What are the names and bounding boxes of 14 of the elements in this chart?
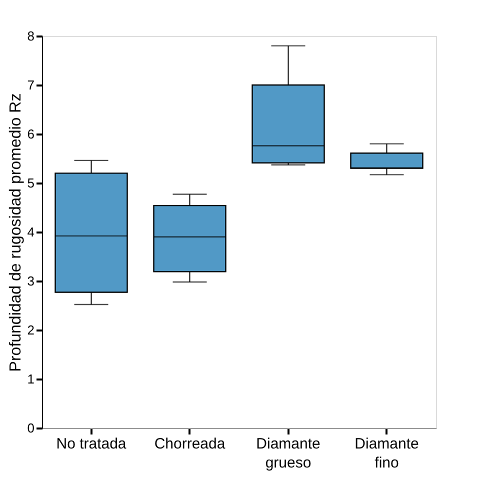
y-tick-label: 7 <box>27 78 34 92</box>
y-axis-title: Profundidad de rugosidad promedio Rz <box>7 93 24 372</box>
y-tick-label: 3 <box>27 274 34 288</box>
x-tick-label: Diamante grueso <box>256 436 320 472</box>
x-tick-label: Chorreada <box>154 436 226 452</box>
y-tick-label: 5 <box>27 176 34 190</box>
y-tick-label: 8 <box>27 28 34 44</box>
y-tick-label: 0 <box>27 420 34 436</box>
y-tick-label: 6 <box>27 126 34 142</box>
x-tick-label: No tratada <box>56 436 127 452</box>
x-tick-label: Diamante fino <box>354 436 419 472</box>
y-tick-label: 2 <box>27 322 34 338</box>
y-tick-label: 4 <box>27 224 34 240</box>
y-tick-label: 1 <box>27 372 34 386</box>
